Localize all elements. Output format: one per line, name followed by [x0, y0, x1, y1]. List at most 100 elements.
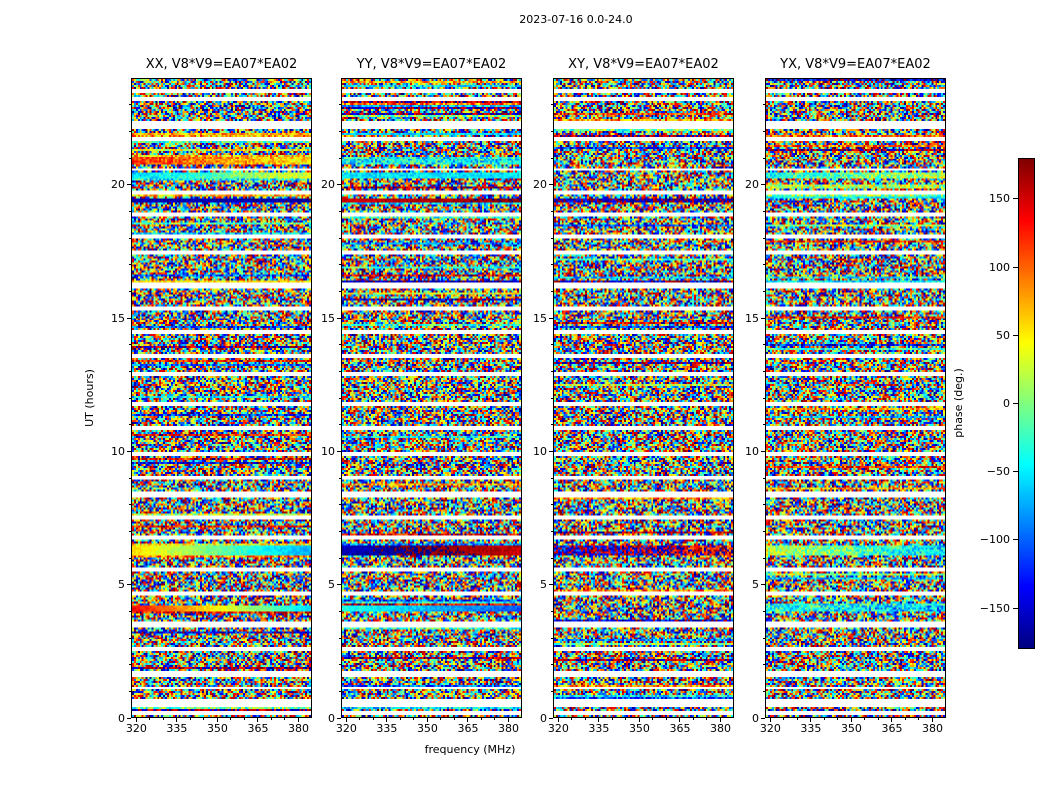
y-tick — [549, 317, 553, 319]
y-tick — [549, 184, 553, 186]
y-minor-tick — [129, 397, 131, 399]
x-tick — [769, 718, 771, 722]
colorbar-tick-label: −50 — [986, 465, 1010, 479]
y-minor-tick — [763, 504, 765, 506]
y-minor-tick — [551, 104, 553, 106]
y-minor-tick — [763, 557, 765, 559]
colorbar — [1018, 158, 1035, 649]
y-minor-tick — [339, 130, 341, 132]
y-minor-tick — [339, 530, 341, 532]
y-minor-tick — [339, 344, 341, 346]
y-minor-tick — [339, 557, 341, 559]
y-minor-tick — [551, 344, 553, 346]
x-tick — [598, 718, 600, 722]
y-minor-tick — [339, 637, 341, 639]
heatmap-panel-xy — [553, 78, 734, 718]
y-minor-tick — [763, 424, 765, 426]
y-minor-tick — [129, 237, 131, 239]
x-tick-label: 350 — [628, 722, 650, 735]
y-tick-label: 20 — [533, 178, 547, 192]
y-tick-label: 15 — [745, 311, 759, 325]
x-tick-label: 350 — [206, 722, 228, 735]
x-minor-tick — [706, 718, 708, 720]
x-tick — [386, 718, 388, 722]
colorbar-tick — [1013, 198, 1018, 200]
y-minor-tick — [551, 157, 553, 159]
y-tick-label: 10 — [745, 444, 759, 458]
y-tick-label: 15 — [111, 311, 125, 325]
y-minor-tick — [339, 210, 341, 212]
x-tick-label: 350 — [840, 722, 862, 735]
x-tick-label: 350 — [416, 722, 438, 735]
y-tick — [337, 184, 341, 186]
colorbar-tick — [1013, 403, 1018, 404]
x-tick — [891, 718, 893, 722]
heatmap-panel-xx — [131, 78, 312, 718]
y-tick — [761, 450, 765, 452]
y-minor-tick — [763, 530, 765, 532]
x-tick — [719, 718, 721, 722]
x-tick — [176, 718, 178, 722]
panel-title-xy: XY, V8*V9=EA07*EA02 — [568, 57, 719, 72]
x-minor-tick — [149, 718, 151, 720]
y-minor-tick — [551, 290, 553, 292]
y-minor-tick — [339, 264, 341, 266]
y-tick — [761, 717, 765, 719]
y-minor-tick — [339, 504, 341, 506]
y-minor-tick — [763, 237, 765, 239]
x-minor-tick — [625, 718, 627, 720]
y-tick — [549, 450, 553, 452]
y-tick-label: 15 — [533, 311, 547, 325]
y-tick — [761, 184, 765, 186]
y-tick-label: 0 — [328, 711, 335, 725]
x-tick-label: 320 — [547, 722, 569, 735]
y-minor-tick — [551, 424, 553, 426]
colorbar-tick — [1013, 334, 1018, 336]
x-tick-label: 380 — [497, 722, 519, 735]
x-tick-label: 335 — [588, 722, 610, 735]
x-minor-tick — [584, 718, 586, 720]
y-minor-tick — [339, 397, 341, 399]
y-minor-tick — [551, 210, 553, 212]
y-minor-tick — [339, 610, 341, 612]
y-minor-tick — [763, 104, 765, 106]
y-tick-label: 20 — [111, 178, 125, 192]
x-tick-label: 320 — [125, 722, 147, 735]
y-minor-tick — [551, 504, 553, 506]
y-minor-tick — [129, 157, 131, 159]
x-tick-label: 365 — [881, 722, 903, 735]
y-minor-tick — [763, 290, 765, 292]
x-tick — [557, 718, 559, 722]
x-tick — [467, 718, 469, 722]
y-minor-tick — [339, 290, 341, 292]
y-minor-tick — [551, 530, 553, 532]
x-tick-label: 365 — [457, 722, 479, 735]
colorbar-tick — [1013, 266, 1018, 268]
y-tick — [549, 584, 553, 586]
y-minor-tick — [339, 370, 341, 372]
y-minor-tick — [129, 557, 131, 559]
x-tick — [135, 718, 137, 722]
y-minor-tick — [339, 424, 341, 426]
colorbar-tick — [1013, 471, 1018, 473]
y-tick-label: 15 — [321, 311, 335, 325]
y-minor-tick — [763, 690, 765, 692]
y-tick — [337, 450, 341, 452]
x-minor-tick — [480, 718, 482, 720]
colorbar-tick — [1013, 607, 1018, 609]
x-tick-label: 335 — [376, 722, 398, 735]
y-minor-tick — [339, 664, 341, 666]
x-minor-tick — [203, 718, 205, 720]
x-tick-label: 380 — [709, 722, 731, 735]
y-minor-tick — [551, 370, 553, 372]
x-minor-tick — [877, 718, 879, 720]
x-tick — [345, 718, 347, 722]
x-minor-tick — [904, 718, 906, 720]
colorbar-tick-label: 50 — [996, 328, 1010, 342]
x-minor-tick — [372, 718, 374, 720]
y-tick — [549, 717, 553, 719]
y-tick-label: 20 — [321, 178, 335, 192]
y-minor-tick — [129, 610, 131, 612]
y-minor-tick — [129, 370, 131, 372]
x-tick — [507, 718, 509, 722]
